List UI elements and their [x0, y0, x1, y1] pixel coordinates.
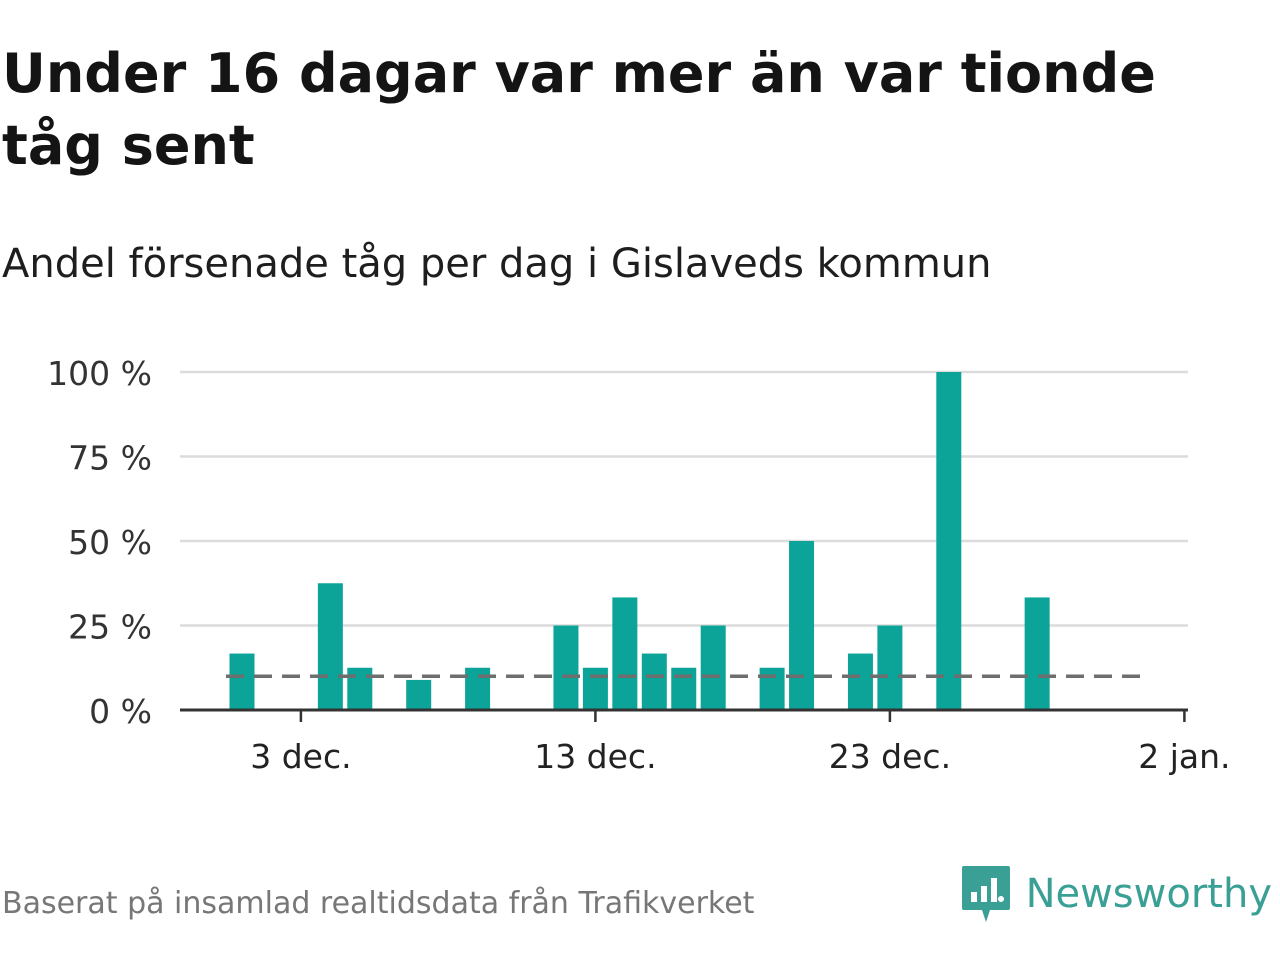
y-tick-label: 50 % — [68, 523, 152, 562]
y-axis-ticks: 0 % 25 % 50 % 75 % 100 % — [47, 354, 152, 731]
chart-title: Under 16 dagar var mer än var tionde tåg… — [2, 42, 1156, 177]
bar — [406, 679, 432, 710]
brand-name: Newsworthy — [1025, 871, 1272, 917]
newsworthy-icon — [961, 866, 1010, 922]
chart-subtitle: Andel försenade tåg per dag i Gislaveds … — [2, 241, 992, 287]
x-tick-label: 23 dec. — [829, 737, 951, 776]
x-tick-label: 3 dec. — [250, 737, 351, 776]
bar — [347, 667, 373, 710]
bar — [582, 667, 608, 710]
bar — [700, 625, 726, 710]
y-tick-label: 0 % — [89, 692, 152, 731]
bar — [936, 372, 962, 710]
bar — [1024, 597, 1050, 710]
bar — [641, 653, 667, 710]
x-tick-label: 2 jan. — [1138, 737, 1230, 776]
bar — [229, 653, 255, 710]
x-tick-label: 13 dec. — [534, 737, 656, 776]
y-tick-label: 25 % — [68, 608, 152, 647]
y-tick-label: 100 % — [47, 354, 152, 393]
bars — [229, 372, 1050, 710]
bar — [612, 597, 638, 710]
gridlines — [180, 370, 1188, 627]
bar — [553, 625, 579, 710]
y-tick-label: 75 % — [68, 439, 152, 478]
bar — [789, 541, 815, 710]
bar — [877, 625, 903, 710]
source-note: Baserat på insamlad realtidsdata från Tr… — [2, 886, 755, 921]
x-axis-ticks: 3 dec. 13 dec. 23 dec. 2 jan. — [250, 710, 1231, 776]
bar — [317, 583, 343, 710]
bar — [671, 667, 697, 710]
bar — [759, 667, 785, 710]
bar — [847, 653, 873, 710]
bar — [465, 667, 491, 710]
bar-chart: 0 % 25 % 50 % 75 % 100 % 3 dec. 13 dec. 23 dec… — [47, 354, 1231, 776]
newsworthy-logo: Newsworthy — [960, 864, 1272, 924]
